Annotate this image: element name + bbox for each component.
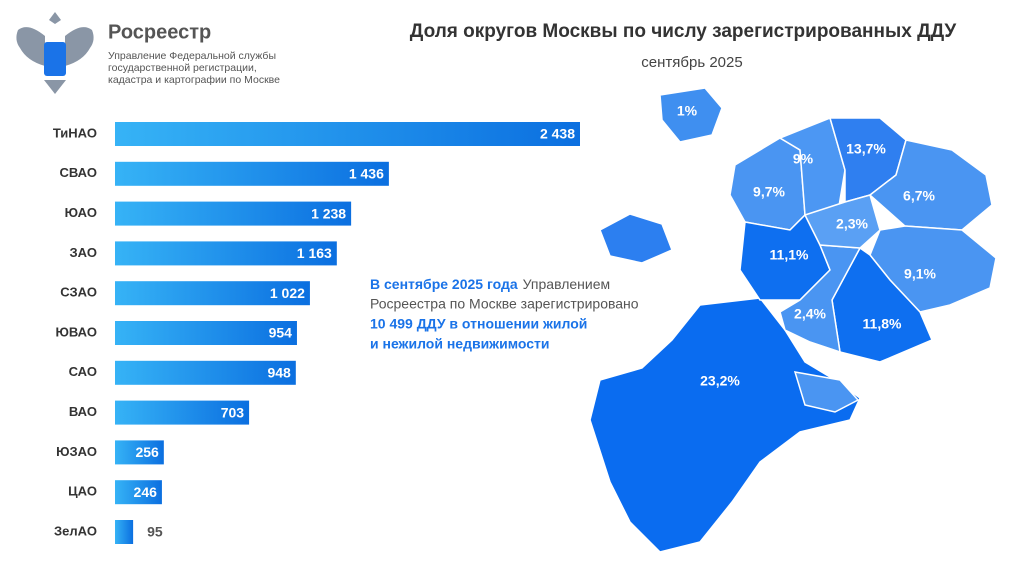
bar xyxy=(115,241,337,266)
map-region xyxy=(779,244,862,354)
bar xyxy=(115,440,164,465)
bar xyxy=(115,480,162,505)
bar xyxy=(115,321,297,345)
annotation-highlight: 10 499 ДДУ в отношении жилой xyxy=(370,316,587,332)
map-label: 2,4% xyxy=(794,306,826,322)
data-label: 954 xyxy=(269,325,293,341)
map-label: 11,8% xyxy=(863,316,902,332)
map-label: 9,1% xyxy=(904,266,936,282)
org-name: Росреестр xyxy=(108,21,211,43)
map-region xyxy=(589,297,861,553)
map-label: 9,7% xyxy=(753,184,785,200)
y-tick-label: ЗелАО xyxy=(54,523,97,538)
logo-emblem xyxy=(16,12,94,94)
map-region xyxy=(659,87,723,143)
map-label: 2,3% xyxy=(836,216,868,232)
data-label: 703 xyxy=(221,404,245,420)
map-label: 6,7% xyxy=(903,188,935,204)
map-label: 11,1% xyxy=(770,247,809,263)
y-tick-label: ЗАО xyxy=(70,245,97,260)
y-tick-label: ЮВАО xyxy=(56,324,97,339)
data-label: 246 xyxy=(134,484,158,500)
data-label: 1 436 xyxy=(349,166,384,182)
data-label: 95 xyxy=(147,524,163,540)
y-tick-label: ТиНАО xyxy=(53,125,97,140)
bar xyxy=(115,201,352,226)
bar xyxy=(115,400,250,425)
y-tick-label: СЗАО xyxy=(60,285,97,300)
y-tick-label: САО xyxy=(69,364,97,379)
y-tick-label: ЮЗАО xyxy=(56,444,97,459)
org-subtitle: государственной регистрации, xyxy=(108,62,257,74)
data-label: 948 xyxy=(267,365,291,381)
bar xyxy=(115,122,580,146)
annotation-line: В сентябре 2025 года Управлением xyxy=(370,276,610,292)
map-region xyxy=(599,213,673,264)
map-region xyxy=(803,194,881,249)
chart-subtitle: сентябрь 2025 xyxy=(641,54,742,71)
map-label: 13,7% xyxy=(846,141,886,157)
chart-title: Доля округов Москвы по числу зарегистрир… xyxy=(410,21,957,42)
data-label: 256 xyxy=(135,444,159,460)
map-label: 1% xyxy=(677,103,698,119)
bar xyxy=(115,281,310,306)
data-label: 1 022 xyxy=(270,285,305,301)
y-tick-label: СВАО xyxy=(60,165,97,180)
y-tick-label: ВАО xyxy=(69,404,97,419)
data-label: 2 438 xyxy=(540,126,575,142)
annotation-text: Управлением xyxy=(523,276,610,292)
map-label: 23,2% xyxy=(700,373,740,389)
map xyxy=(589,87,997,553)
map-region xyxy=(793,371,860,413)
data-label: 1 238 xyxy=(311,205,346,221)
bar xyxy=(115,161,389,186)
y-tick-label: ЮАО xyxy=(65,205,97,220)
y-tick-label: ЦАО xyxy=(68,484,97,499)
org-subtitle: кадастра и картографии по Москве xyxy=(108,74,280,86)
bar xyxy=(115,360,296,385)
annotation-text: Росреестра по Москве зарегистрировано xyxy=(370,296,639,312)
bar xyxy=(115,520,134,544)
data-label: 1 163 xyxy=(297,245,332,261)
annotation-highlight: В сентябре 2025 года xyxy=(370,276,518,292)
map-label: 9% xyxy=(793,151,814,167)
org-subtitle: Управление Федеральной службы xyxy=(108,50,276,62)
annotation-highlight: и нежилой недвижимости xyxy=(370,336,550,352)
